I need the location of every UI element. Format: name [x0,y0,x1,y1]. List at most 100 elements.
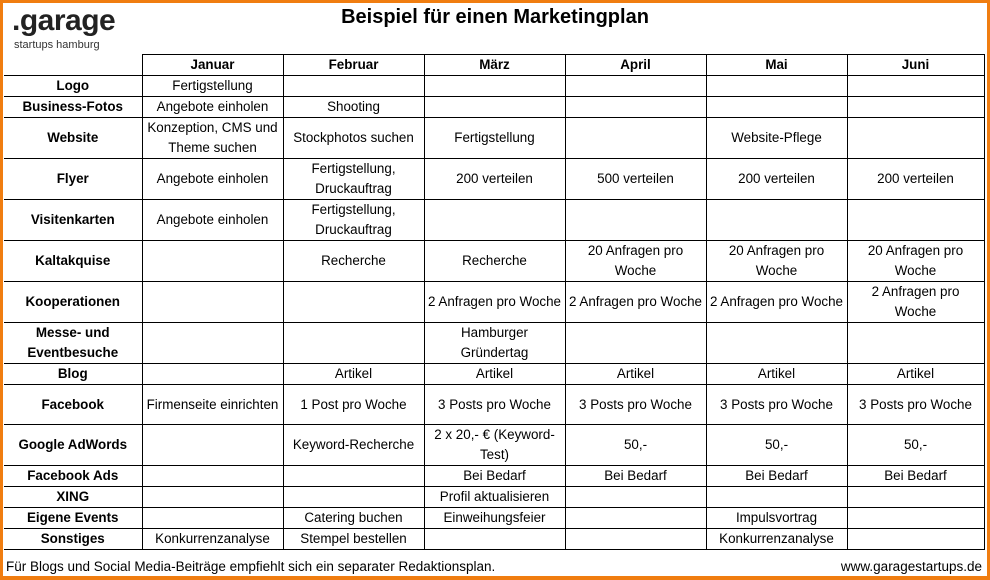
table-cell: 2 Anfragen pro Woche [705,281,848,323]
table-cell: Konzeption, CMS und Theme suchen [141,117,284,159]
table-cell [564,199,707,241]
table-cell [846,507,985,529]
row-label: XING [4,486,143,508]
table-cell: 3 Posts pro Woche [705,384,848,425]
table-row: Website Konzeption, CMS und Theme suchen S… [4,117,985,159]
table-cell [846,117,985,159]
table-cell [141,507,284,529]
table-cell: Stockphotos suchen [282,117,425,159]
table-body: Logo Fertigstellung Business-Fotos Angebote… [4,75,985,550]
table-cell: Artikel [846,363,985,385]
table-cell: Shooting [282,96,425,118]
table-cell: Angebote einholen [141,199,284,241]
row-label: Visitenkarten [4,199,143,241]
table-cell: 50,- [564,424,707,466]
table-cell: Angebote einholen [141,96,284,118]
row-label: Website [4,117,143,159]
table-cell [846,528,985,550]
table-cell: Bei Bedarf [705,465,848,487]
column-header: Juni [846,54,985,76]
corner-cell [4,54,143,76]
logo-brand: .garage [12,4,116,37]
table-cell [846,199,985,241]
table-cell: 50,- [846,424,985,466]
table-cell [141,322,284,364]
table-row: Visitenkarten Angebote einholen Fertigstel… [4,199,985,241]
table-cell [564,117,707,159]
table-cell [282,281,425,323]
table-cell [846,486,985,508]
table-cell [141,465,284,487]
table-cell: Firmenseite einrichten [141,384,284,425]
table-row: Eigene Events Catering buchen Einweihungsf… [4,507,985,529]
table-cell: Einweihungsfeier [423,507,566,529]
row-label: Kooperationen [4,281,143,323]
table-cell [846,75,985,97]
table-cell [423,528,566,550]
table-cell: Artikel [423,363,566,385]
table-cell [141,486,284,508]
table-cell [141,363,284,385]
column-header: April [564,54,707,76]
table-cell: 200 verteilen [423,158,566,200]
row-label: Facebook Ads [4,465,143,487]
table-cell: Fertigstellung, Druckauftrag [282,199,425,241]
table-cell: Stempel bestellen [282,528,425,550]
table-cell [423,96,566,118]
table-cell: 2 Anfragen pro Woche [564,281,707,323]
table-row: Sonstiges Konkurrenzanalyse Stempel bestel… [4,528,985,550]
table-cell [846,322,985,364]
table-row: Messe- und Eventbesuche Hamburger Gründer… [4,322,985,364]
table-cell: 2 Anfragen pro Woche [846,281,985,323]
table-row: Kaltakquise Recherche Recherche 20 Anfragen… [4,240,985,282]
row-label: Facebook [4,384,143,425]
table-cell: 50,- [705,424,848,466]
table-row: Facebook Firmenseite einrichten 1 Post pro… [4,384,985,425]
logo: .garage startups hamburg [12,4,116,52]
table-cell [282,75,425,97]
table-cell: Catering buchen [282,507,425,529]
table-cell: Fertigstellung [141,75,284,97]
table-cell [423,75,566,97]
table-cell: Hamburger Gründertag [423,322,566,364]
table-cell: Website-Pflege [705,117,848,159]
table-cell [141,424,284,466]
table-cell [282,465,425,487]
logo-subtitle: startups hamburg [14,39,100,51]
row-label: Logo [4,75,143,97]
table-cell: 200 verteilen [705,158,848,200]
table-row: Flyer Angebote einholen Fertigstellung, Dr… [4,158,985,200]
row-label: Blog [4,363,143,385]
table-cell [141,281,284,323]
table-cell [423,199,566,241]
column-header: Februar [282,54,425,76]
row-label: Messe- und Eventbesuche [4,322,143,364]
row-label: Sonstiges [4,528,143,550]
table-cell: 20 Anfragen pro Woche [846,240,985,282]
table-row: Kooperationen 2 Anfragen pro Woche 2 Anfra… [4,281,985,323]
table-cell: Konkurrenzanalyse [141,528,284,550]
table-cell [705,75,848,97]
table-cell: Konkurrenzanalyse [705,528,848,550]
page-title: Beispiel für einen Marketingplan [341,6,649,28]
table-cell: Impulsvortrag [705,507,848,529]
row-label: Eigene Events [4,507,143,529]
row-label: Google AdWords [4,424,143,466]
table-cell: Fertigstellung [423,117,566,159]
table-cell [564,96,707,118]
table-cell: 3 Posts pro Woche [846,384,985,425]
table-cell [141,240,284,282]
table-cell [705,486,848,508]
marketing-plan-table: Januar Februar März April Mai Juni Logo F… [4,54,985,550]
table-cell: Recherche [282,240,425,282]
table-row: Logo Fertigstellung [4,75,985,97]
table-cell: 20 Anfragen pro Woche [564,240,707,282]
table-cell [705,322,848,364]
table-row: Google AdWords Keyword-Recherche 2 x 20,- … [4,424,985,466]
table-cell: Bei Bedarf [564,465,707,487]
table-cell: Keyword-Recherche [282,424,425,466]
table-cell [846,96,985,118]
table-cell: Recherche [423,240,566,282]
table-cell: Fertigstellung, Druckauftrag [282,158,425,200]
footer-url[interactable]: www.garagestartups.de [840,559,982,574]
